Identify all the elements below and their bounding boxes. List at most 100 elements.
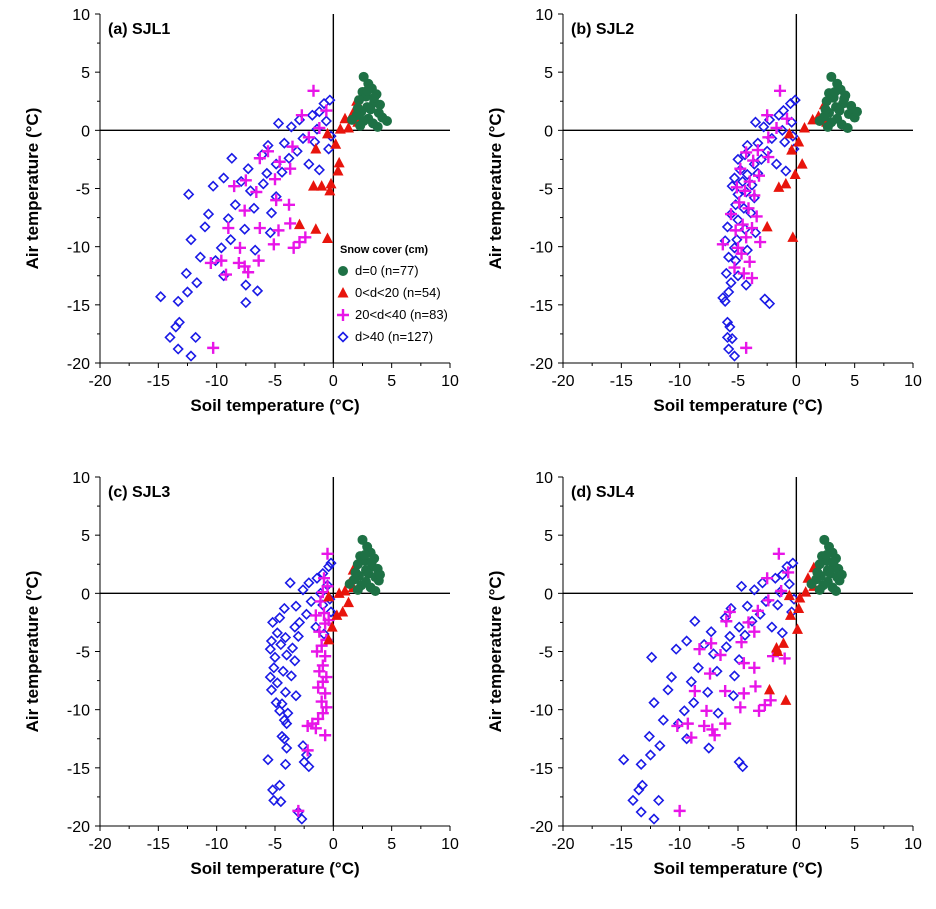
data-point bbox=[226, 152, 238, 164]
data-point bbox=[295, 109, 308, 122]
data-point bbox=[352, 584, 363, 595]
data-point bbox=[343, 122, 354, 133]
data-point bbox=[741, 600, 753, 612]
y-tick-label: -10 bbox=[67, 240, 90, 257]
data-point bbox=[719, 295, 731, 307]
data-point bbox=[199, 221, 211, 233]
data-point bbox=[291, 145, 303, 157]
data-point bbox=[814, 116, 825, 127]
data-point bbox=[793, 602, 805, 613]
data-point bbox=[688, 685, 701, 698]
y-tick-label: 10 bbox=[535, 470, 553, 487]
x-tick-label: 5 bbox=[850, 373, 859, 390]
data-point bbox=[362, 85, 373, 96]
data-point bbox=[681, 635, 693, 647]
x-tick-label: -5 bbox=[268, 373, 282, 390]
data-point bbox=[194, 251, 206, 263]
data-point bbox=[320, 115, 332, 127]
data-point bbox=[261, 167, 273, 180]
data-point bbox=[762, 151, 775, 164]
data-point bbox=[311, 572, 323, 584]
data-point bbox=[191, 277, 203, 289]
data-point bbox=[739, 184, 751, 197]
data-point bbox=[218, 172, 230, 184]
data-point bbox=[770, 122, 783, 135]
data-point bbox=[276, 166, 288, 178]
data-point bbox=[355, 120, 366, 131]
data-point bbox=[688, 697, 700, 709]
series-plus bbox=[716, 84, 793, 354]
data-point bbox=[305, 595, 317, 608]
data-point bbox=[778, 652, 791, 665]
data-point bbox=[778, 637, 789, 648]
data-point bbox=[325, 606, 337, 618]
data-point bbox=[272, 117, 285, 129]
y-tick-label: -5 bbox=[539, 182, 553, 199]
data-point bbox=[354, 95, 364, 106]
data-point bbox=[784, 97, 797, 110]
data-point bbox=[310, 142, 322, 154]
data-point bbox=[720, 641, 732, 653]
data-point bbox=[344, 579, 355, 590]
x-tick-label: 10 bbox=[441, 836, 459, 853]
data-point bbox=[311, 645, 323, 658]
data-point bbox=[332, 165, 344, 176]
data-point bbox=[185, 234, 197, 246]
data-point bbox=[272, 224, 285, 237]
data-point bbox=[750, 210, 763, 223]
x-tick-label: -10 bbox=[205, 836, 228, 853]
data-point bbox=[268, 662, 280, 674]
data-point bbox=[700, 704, 713, 717]
y-tick-label: -5 bbox=[539, 645, 553, 662]
data-point bbox=[635, 758, 647, 770]
data-point bbox=[748, 584, 760, 596]
data-point bbox=[738, 202, 750, 214]
data-point bbox=[762, 131, 775, 144]
data-point bbox=[698, 719, 711, 732]
y-tick-label: -5 bbox=[76, 645, 90, 662]
data-point bbox=[705, 637, 718, 650]
data-point bbox=[319, 650, 332, 663]
panel-title: (a) SJL1 bbox=[108, 21, 170, 38]
data-point bbox=[792, 623, 803, 634]
data-point bbox=[748, 158, 760, 170]
data-point bbox=[269, 651, 281, 663]
data-point bbox=[303, 577, 315, 589]
data-point bbox=[646, 651, 658, 663]
data-point bbox=[763, 298, 776, 310]
data-point bbox=[735, 247, 748, 260]
data-point bbox=[278, 137, 290, 149]
data-point bbox=[786, 144, 798, 155]
data-point bbox=[742, 616, 755, 629]
data-point bbox=[783, 589, 795, 601]
data-point bbox=[842, 123, 853, 134]
data-point bbox=[279, 758, 292, 770]
data-point bbox=[780, 694, 792, 705]
data-point bbox=[283, 152, 295, 164]
data-point bbox=[732, 153, 744, 166]
data-point bbox=[365, 104, 376, 115]
data-point bbox=[313, 665, 326, 678]
data-point bbox=[320, 104, 333, 117]
x-axis-title: Soil temperature (°C) bbox=[653, 396, 822, 415]
data-point bbox=[737, 267, 750, 280]
data-point bbox=[267, 784, 279, 796]
data-point bbox=[721, 221, 734, 233]
x-tick-label: 5 bbox=[850, 836, 859, 853]
data-point bbox=[286, 642, 299, 654]
data-point bbox=[366, 556, 377, 567]
x-tick-label: 0 bbox=[792, 836, 801, 853]
data-point bbox=[764, 683, 775, 695]
legend-entry: d>40 (n=127) bbox=[355, 329, 433, 344]
data-point bbox=[724, 630, 736, 643]
data-point bbox=[292, 630, 304, 643]
data-point bbox=[703, 742, 715, 754]
data-point bbox=[215, 254, 228, 267]
data-point bbox=[265, 207, 278, 219]
data-point bbox=[746, 272, 758, 285]
series-circle bbox=[344, 534, 385, 597]
legend-marker-plus bbox=[337, 309, 349, 321]
data-point bbox=[748, 189, 761, 202]
data-point bbox=[772, 645, 784, 656]
data-point bbox=[323, 590, 335, 602]
